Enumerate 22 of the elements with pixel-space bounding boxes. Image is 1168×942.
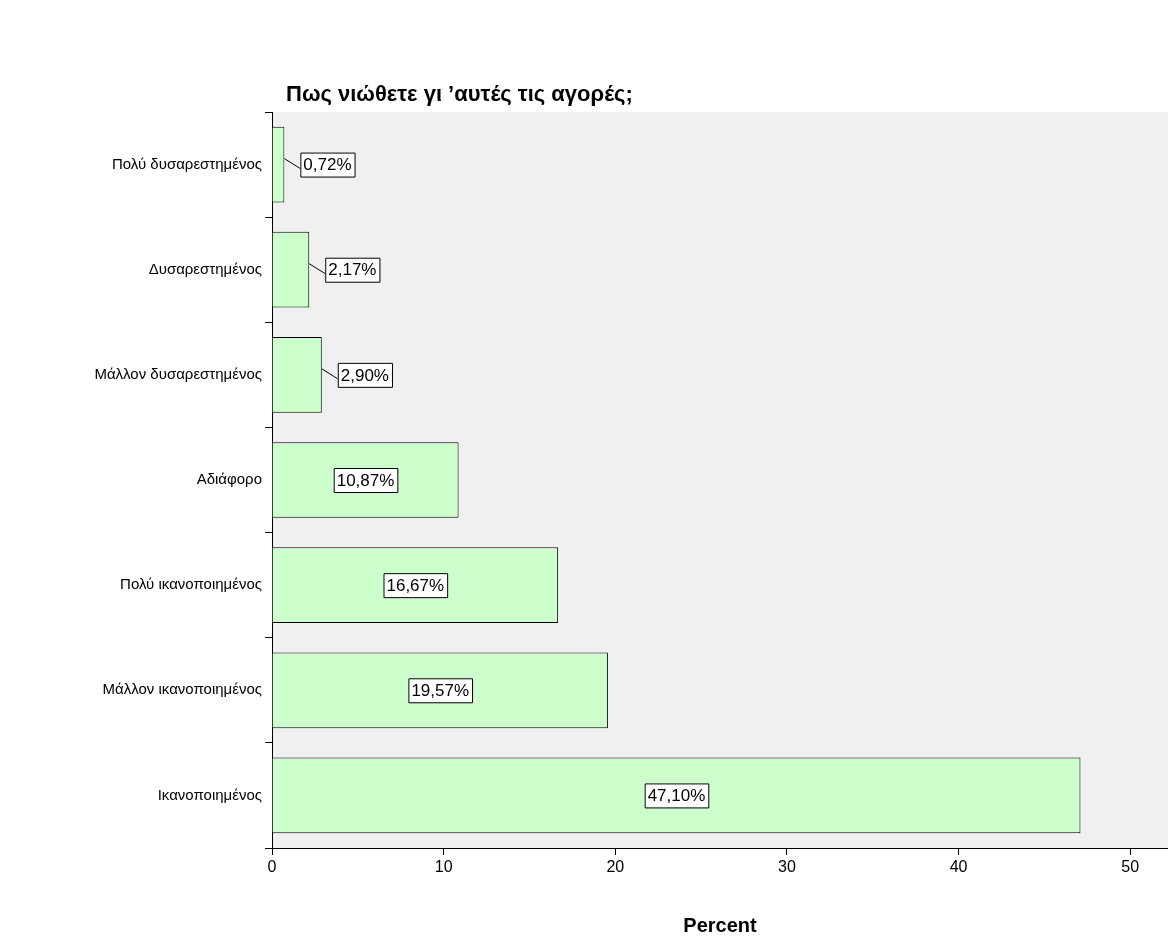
x-tick-label: 40 (949, 858, 968, 876)
data-label: 47,10% (647, 786, 706, 806)
y-tick-label: Πολύ ικανοποιημένος (120, 575, 262, 593)
x-axis-title: Percent (683, 913, 758, 936)
y-tick-label: Μάλλον ικανοποιημένος (102, 680, 262, 698)
y-tick-label: Ικανοποιημένος (157, 785, 262, 803)
x-tick-label: 50 (1121, 858, 1140, 876)
x-tick-label: 0 (267, 858, 277, 876)
y-tick-label: Πολύ δυσαρεστημένος (111, 154, 262, 172)
data-label: 2,90% (340, 365, 389, 385)
y-tick-label: Αδιάφορο (196, 470, 262, 488)
data-label: 0,72% (303, 155, 352, 175)
data-label: 19,57% (411, 680, 470, 700)
chart-title: Πως νιώθετε γι ’αυτές τις αγορές; (286, 81, 633, 107)
data-label: 2,17% (328, 260, 377, 280)
x-tick-label: 10 (434, 858, 453, 876)
x-tick-label: 20 (606, 858, 625, 876)
y-tick-label: Δυσαρεστημένος (148, 259, 262, 277)
x-tick-label: 30 (778, 858, 796, 876)
data-label: 10,87% (336, 470, 395, 490)
data-label: 16,67% (386, 575, 445, 595)
y-tick-label: Μάλλον δυσαρεστημένος (94, 365, 262, 382)
